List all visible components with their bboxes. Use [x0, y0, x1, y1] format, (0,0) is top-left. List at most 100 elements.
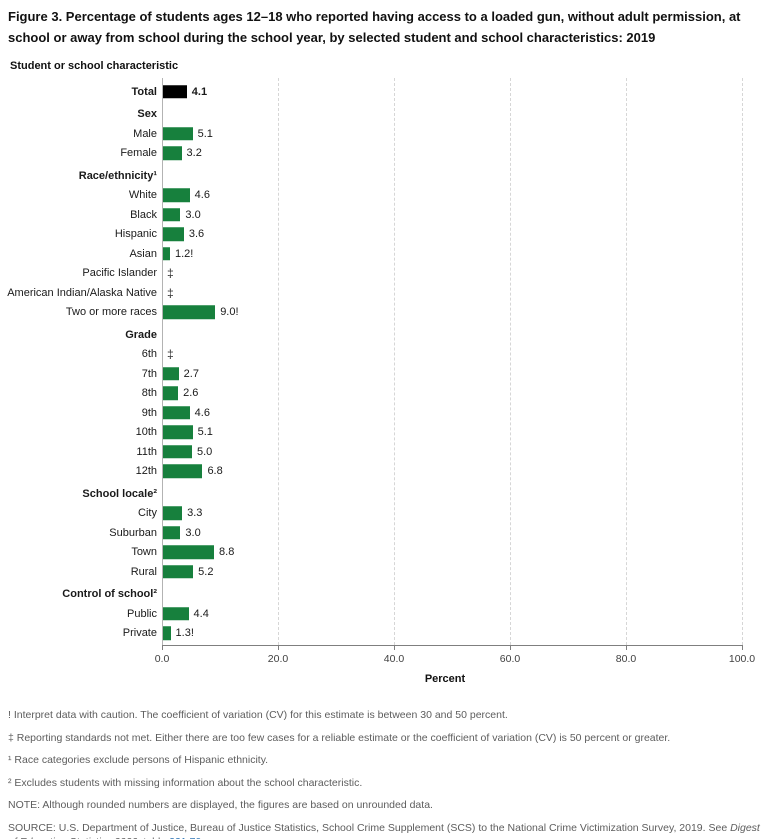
category-label: 10th [135, 426, 157, 439]
value-label: 4.6 [194, 189, 210, 202]
bar-area [162, 105, 768, 125]
category-label: Town [131, 546, 157, 559]
value-label: 2.7 [183, 367, 199, 380]
category-column-header: Student or school characteristic [10, 60, 179, 72]
value-label: 3.2 [186, 147, 202, 160]
category-label: 12th [135, 465, 157, 478]
chart-row: Hispanic 3.6 [0, 225, 768, 245]
value-label: 3.3 [187, 507, 203, 520]
gridline [394, 78, 395, 645]
x-axis-tick [394, 646, 395, 650]
category-label: Hispanic [114, 228, 157, 241]
category-label: 11th [136, 445, 157, 458]
source-note: SOURCE: U.S. Department of Justice, Bure… [8, 821, 760, 839]
category-label: Rural [130, 565, 157, 578]
bar [163, 127, 193, 141]
bar-area: 2.6 [162, 384, 768, 404]
chart-group-header-row: School locale² [0, 484, 768, 504]
bar [163, 607, 189, 621]
gridline [278, 78, 279, 645]
footnote: ¹ Race categories exclude persons of His… [8, 754, 269, 766]
chart-rows: Total 4.1 Sex Male 5.1 Female 3.2 Race/ethnicit… [0, 82, 768, 643]
value-label: 4.6 [194, 406, 210, 419]
bar [163, 506, 183, 520]
value-label: 6.8 [207, 465, 223, 478]
group-header-label: Race/ethnicity¹ [78, 169, 157, 182]
table-link[interactable]: 231.70. [169, 836, 204, 839]
value-label: 3.0 [185, 208, 201, 221]
x-axis-tick [742, 646, 743, 650]
bar [163, 626, 171, 640]
bar-area [162, 325, 768, 345]
value-label: 5.1 [197, 127, 213, 140]
group-header-label: Grade [125, 328, 157, 341]
chart-row: Total 4.1 [0, 82, 768, 102]
category-label: Total [131, 85, 157, 98]
bar-area: 3.0 [162, 523, 768, 543]
bar [163, 208, 181, 222]
x-axis-tick [626, 646, 627, 650]
bar-area: ‡ [162, 283, 768, 303]
bar-area: 4.4 [162, 604, 768, 624]
source-text: , table [138, 836, 170, 839]
chart-row: 7th 2.7 [0, 364, 768, 384]
category-label: Female [120, 147, 157, 160]
bar-area: 9.0! [162, 303, 768, 323]
chart-row: Black 3.0 [0, 205, 768, 225]
chart-row: 9th 4.6 [0, 403, 768, 423]
chart-group-header-row: Race/ethnicity¹ [0, 166, 768, 186]
bar [163, 545, 215, 559]
x-tick-label: 0.0 [154, 653, 170, 665]
bar-area: 3.3 [162, 504, 768, 524]
footnote: ‡ Reporting standards not met. Either th… [8, 731, 671, 744]
chart-group-header-row: Control of school² [0, 585, 768, 605]
value-label: 8.8 [219, 546, 235, 559]
x-tick-label: 80.0 [615, 653, 637, 665]
chart-row: White 4.6 [0, 186, 768, 206]
x-tick-label: 60.0 [499, 653, 521, 665]
footnote: ! Interpret data with caution. The coeff… [8, 709, 508, 721]
group-header-label: Sex [137, 108, 157, 121]
bar-area: 5.1 [162, 423, 768, 443]
value-label: 4.1 [191, 85, 208, 98]
value-label: 4.4 [193, 607, 209, 620]
bar-area: 8.8 [162, 543, 768, 563]
bar [163, 367, 179, 381]
category-label: Private [122, 627, 157, 640]
bar-area: 2.7 [162, 364, 768, 384]
category-label: City [138, 507, 157, 520]
value-label: 3.0 [185, 526, 201, 539]
category-label: Asian [129, 247, 157, 260]
chart-row: City 3.3 [0, 504, 768, 524]
category-label: Male [133, 127, 157, 140]
bar [163, 146, 182, 160]
bar-area: 3.6 [162, 225, 768, 245]
bar-area: 4.6 [162, 186, 768, 206]
bar-area: 6.8 [162, 462, 768, 482]
bar-area [162, 585, 768, 605]
bar [163, 305, 216, 319]
chart-row: Private 1.3! [0, 624, 768, 644]
axis-baseline [162, 78, 163, 645]
bar-chart: Total 4.1 Sex Male 5.1 Female 3.2 Race/ethnicit… [0, 78, 768, 690]
bar-area: 1.2! [162, 244, 768, 264]
x-tick-label: 20.0 [267, 653, 289, 665]
x-axis-title: Percent [424, 673, 466, 685]
x-axis-line [162, 645, 743, 646]
value-label: 3.6 [188, 228, 205, 241]
gridline [742, 78, 743, 645]
chart-row: Asian 1.2! [0, 244, 768, 264]
suppressed-marker: ‡ [167, 347, 174, 362]
category-label: American Indian/Alaska Native [7, 286, 157, 299]
value-label: 1.2! [174, 247, 194, 260]
bar [163, 445, 192, 459]
bar [163, 464, 203, 478]
category-label: Two or more races [65, 306, 157, 319]
chart-row: American Indian/Alaska Native ‡ [0, 283, 768, 303]
category-label: Pacific Islander [82, 267, 157, 280]
bar-area: 4.6 [162, 403, 768, 423]
bar [163, 406, 190, 420]
bar-area: ‡ [162, 345, 768, 365]
bar-area: ‡ [162, 264, 768, 284]
category-label: Black [130, 208, 157, 221]
